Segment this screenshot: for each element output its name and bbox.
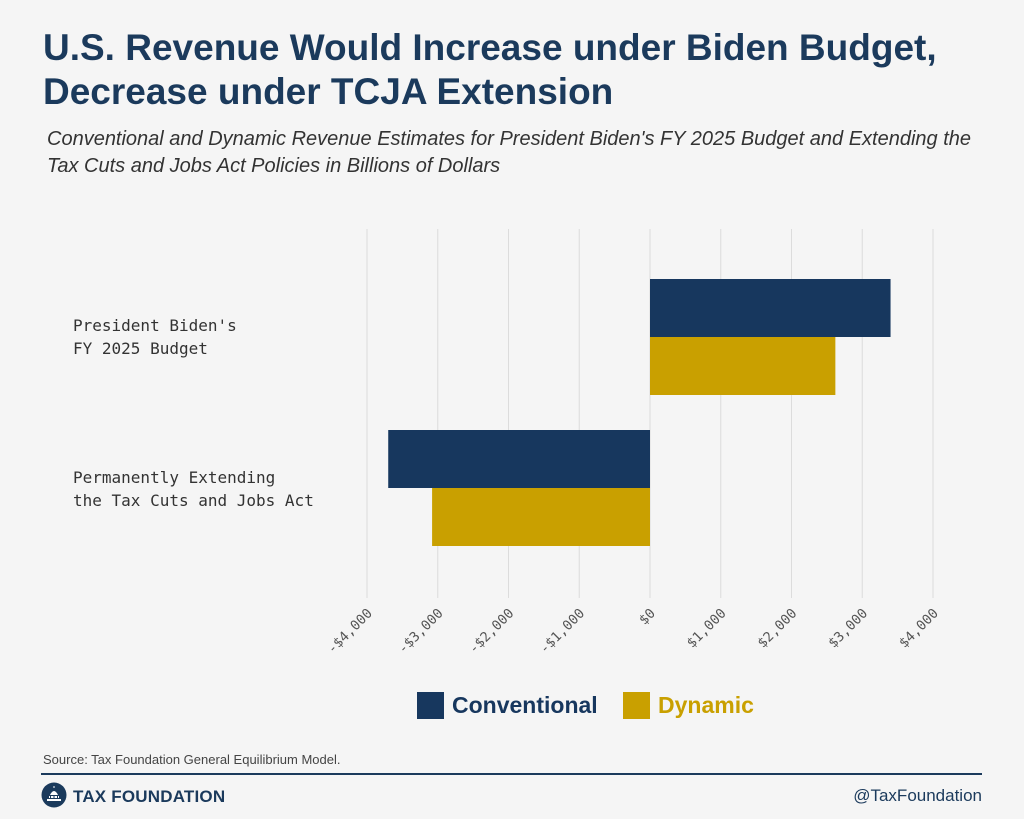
x-tick-label: $0 xyxy=(636,606,659,629)
legend-swatch-dynamic xyxy=(623,691,650,719)
bars xyxy=(388,279,891,546)
category-label: Permanently Extending xyxy=(73,468,275,487)
x-tick-label: -$4,000 xyxy=(324,606,376,658)
x-tick-label: -$3,000 xyxy=(395,606,447,658)
category-labels: President Biden's FY 2025 Budget Permanent… xyxy=(73,316,314,510)
bar-dynamic xyxy=(650,337,836,395)
x-tick-label: -$1,000 xyxy=(537,606,589,658)
bar-dynamic xyxy=(432,488,650,546)
legend: Conventional Dynamic xyxy=(0,690,1024,722)
legend-item-conventional: Conventional xyxy=(417,690,598,720)
capitol-dome-icon xyxy=(41,782,67,813)
x-tick-label: $4,000 xyxy=(896,606,942,652)
source-note: Source: Tax Foundation General Equilibri… xyxy=(43,752,341,767)
tax-foundation-logo: TAX FOUNDATION xyxy=(41,782,226,813)
x-tick-label: $2,000 xyxy=(755,606,801,652)
x-axis-tick-labels: -$4,000 -$3,000 -$2,000 -$1,000 $0 $1,000 $2,0… xyxy=(324,606,942,658)
x-tick-label: -$2,000 xyxy=(466,606,518,658)
legend-swatch-conventional xyxy=(417,691,444,719)
category-label: the Tax Cuts and Jobs Act xyxy=(73,491,314,510)
x-tick-label: $1,000 xyxy=(684,606,730,652)
chart-subtitle: Conventional and Dynamic Revenue Estimat… xyxy=(47,128,972,177)
legend-label-conventional: Conventional xyxy=(452,691,598,718)
x-tick-label: $3,000 xyxy=(825,606,871,652)
category-label: President Biden's xyxy=(73,316,237,335)
chart-title: U.S. Revenue Would Increase under Biden … xyxy=(43,27,937,112)
bar-conventional xyxy=(650,279,891,337)
footer-divider xyxy=(41,773,982,775)
logo-text: TAX FOUNDATION xyxy=(73,787,226,806)
bar-conventional xyxy=(388,430,650,488)
category-label: FY 2025 Budget xyxy=(73,339,208,358)
legend-item-dynamic: Dynamic xyxy=(623,690,754,720)
legend-label-dynamic: Dynamic xyxy=(658,691,754,718)
twitter-handle: @TaxFoundation xyxy=(853,786,982,805)
bar-chart: President Biden's FY 2025 Budget Permanent… xyxy=(73,229,942,658)
